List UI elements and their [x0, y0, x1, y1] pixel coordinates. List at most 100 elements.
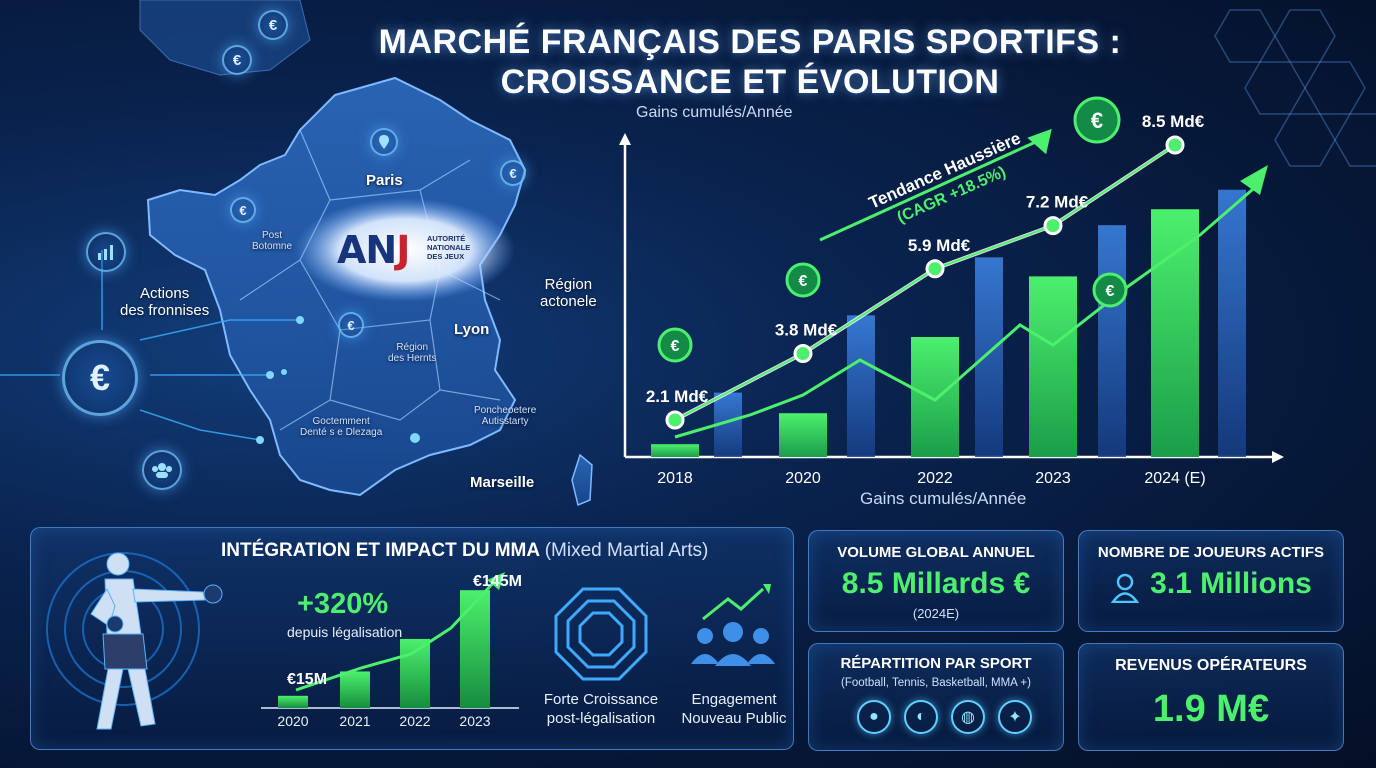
france-map	[0, 0, 593, 507]
revenue-head: REVENUS OPÉRATEURS	[1115, 657, 1307, 674]
secondary-bar	[1218, 189, 1246, 457]
data-label-2020: 3.8 Md€	[775, 321, 838, 340]
person-icon	[1111, 573, 1139, 603]
point-2020	[793, 344, 813, 364]
city-paris: Paris	[366, 172, 403, 189]
zigzag-trend-line	[674, 181, 1261, 439]
martial-arts-icon: ✦	[998, 700, 1032, 734]
mini-trend-arrow	[487, 572, 505, 590]
chart-icon	[86, 232, 126, 272]
mini-trend-line	[295, 578, 498, 692]
map-pin-icon	[370, 128, 398, 156]
growth-chart: 2.1 Md€ 2018 3.8 Md€ 2020 5.9 Md€ 2022 7.2 Md€…	[619, 96, 1284, 487]
page-title: MARCHÉ FRANÇAIS DES PARIS SPORTIFS : CRO…	[250, 22, 1250, 102]
euro-badge-text: €	[799, 273, 808, 290]
y-axis-label: Gains cumulés/Année	[636, 104, 793, 121]
euro-badge-large-icon	[1073, 96, 1121, 144]
revenue-value: 1.9 M€	[1152, 688, 1270, 730]
mini-bar-2020	[278, 695, 308, 708]
volume-value: 8.5 Millards €	[841, 567, 1031, 600]
x-axis-label: Gains cumulés/Année	[860, 489, 1027, 508]
point-2023	[1043, 216, 1063, 236]
france-map-area: Paris Lyon Marseille Post Botomne Région…	[0, 0, 640, 520]
fighter-icon	[46, 552, 223, 730]
point-2022	[925, 259, 945, 279]
euro-icon-large: €	[62, 340, 138, 416]
city-marseille: Marseille	[470, 474, 535, 491]
tick-2023: 2023	[1035, 470, 1071, 487]
label-region-actonele: Région actonele	[540, 276, 597, 310]
point-2018	[665, 410, 685, 430]
mma-growth-sub: depuis légalisation	[287, 624, 403, 640]
players-value: 3.1 Millions	[1150, 567, 1312, 600]
mini-bar-2022	[400, 638, 430, 708]
label-region-hernts: Région des Hernts	[388, 342, 437, 364]
crowd-icon	[691, 584, 775, 666]
data-label-2024 (E): 8.5 Md€	[1142, 112, 1205, 131]
title-line-1: MARCHÉ FRANÇAIS DES PARIS SPORTIFS :	[378, 23, 1122, 61]
volume-note: (2024E)	[912, 606, 960, 621]
tick-2020: 2020	[785, 470, 821, 487]
bar-2020	[779, 413, 827, 457]
city-lyon: Lyon	[454, 321, 490, 338]
mma-mini-chart: 2020 2021 2022 2023 €15M €145M	[261, 572, 521, 728]
label-actions: Actions des fronnises	[120, 285, 210, 319]
caption-engagement: Engagement Nouveau Public	[681, 691, 787, 727]
euro-icon-small-3: €	[230, 197, 256, 223]
basketball-icon: ◍	[951, 700, 985, 734]
secondary-bar	[975, 257, 1003, 457]
tick-2024 (E): 2024 (E)	[1144, 470, 1205, 487]
mini-label-low: €15M	[287, 671, 327, 688]
trend-arrow-line	[819, 138, 1041, 242]
bar-2024 (E)	[1151, 209, 1199, 457]
euro-badge-icon	[657, 327, 693, 363]
users-icon	[142, 450, 182, 490]
y-axis-arrow	[619, 133, 631, 145]
mini-bar-2023	[460, 590, 490, 708]
mini-tick-2020: 2020	[277, 713, 308, 728]
euro-badge-text: €	[1106, 283, 1115, 300]
secondary-bar	[1098, 225, 1126, 457]
octagon-icon	[554, 587, 648, 681]
mini-tick-2022: 2022	[399, 713, 430, 728]
sport-note: (Football, Tennis, Basketball, MMA +)	[841, 677, 1031, 689]
anj-logo: ANJ AUTORITÉ NATIONALE DES JEUX	[337, 228, 471, 272]
mini-bar-2021	[340, 671, 370, 708]
tick-2018: 2018	[657, 470, 693, 487]
players-head: NOMBRE DE JOUEURS ACTIFS	[1097, 544, 1325, 561]
data-label-2022: 5.9 Md€	[908, 236, 971, 255]
data-label-2018: 2.1 Md€	[646, 387, 709, 406]
sport-head: RÉPARTITION PAR SPORT	[840, 655, 1032, 672]
euro-icon-small-1: €	[258, 10, 288, 40]
zigzag-arrow	[1240, 165, 1268, 195]
soccer-ball-icon: ●	[857, 700, 891, 734]
label-post: Post Botomne	[252, 230, 293, 252]
euro-icon-small-4: €	[338, 312, 364, 338]
mini-label-high: €145M	[473, 573, 521, 590]
euro-icon-small-5: €	[500, 160, 526, 186]
point-2024 (E)	[1165, 135, 1185, 155]
revenue-panel: REVENUS OPÉRATEURS 1.9 M€	[1078, 643, 1344, 751]
volume-panel: VOLUME GLOBAL ANNUEL 8.5 Millards € (202…	[808, 530, 1064, 632]
mini-tick-2023: 2023	[459, 713, 490, 728]
mma-panel: INTÉGRATION ET IMPACT DU MMA (Mixed Mart…	[30, 527, 794, 750]
mma-growth-pct: +320%	[297, 588, 389, 620]
euro-badge-icon	[1092, 272, 1128, 308]
volume-head: VOLUME GLOBAL ANNUEL	[837, 544, 1035, 561]
hex-decoration	[1214, 9, 1376, 167]
tick-2022: 2022	[917, 470, 953, 487]
x-axis-arrow	[1272, 451, 1284, 463]
caption-croissance: Forte Croissance post-légalisation	[543, 691, 659, 727]
mini-tick-2021: 2021	[339, 713, 370, 728]
euro-badge-large-text: €	[1091, 108, 1103, 133]
label-goctemment: Goctemment Denté s e Dlezaga	[300, 416, 383, 438]
mma-title: INTÉGRATION ET IMPACT DU MMA (Mixed Mart…	[221, 540, 709, 561]
label-ponchecteere: Poncheoetere Autisstarty	[474, 405, 537, 427]
trend-arrow-head	[1027, 128, 1052, 155]
euro-badge-text: €	[671, 338, 680, 355]
euro-badge-icon	[785, 262, 821, 298]
title-line-2: CROISSANCE ET ÉVOLUTION	[500, 63, 1000, 101]
bar-2018	[651, 444, 699, 457]
bar-2023	[1029, 276, 1077, 457]
